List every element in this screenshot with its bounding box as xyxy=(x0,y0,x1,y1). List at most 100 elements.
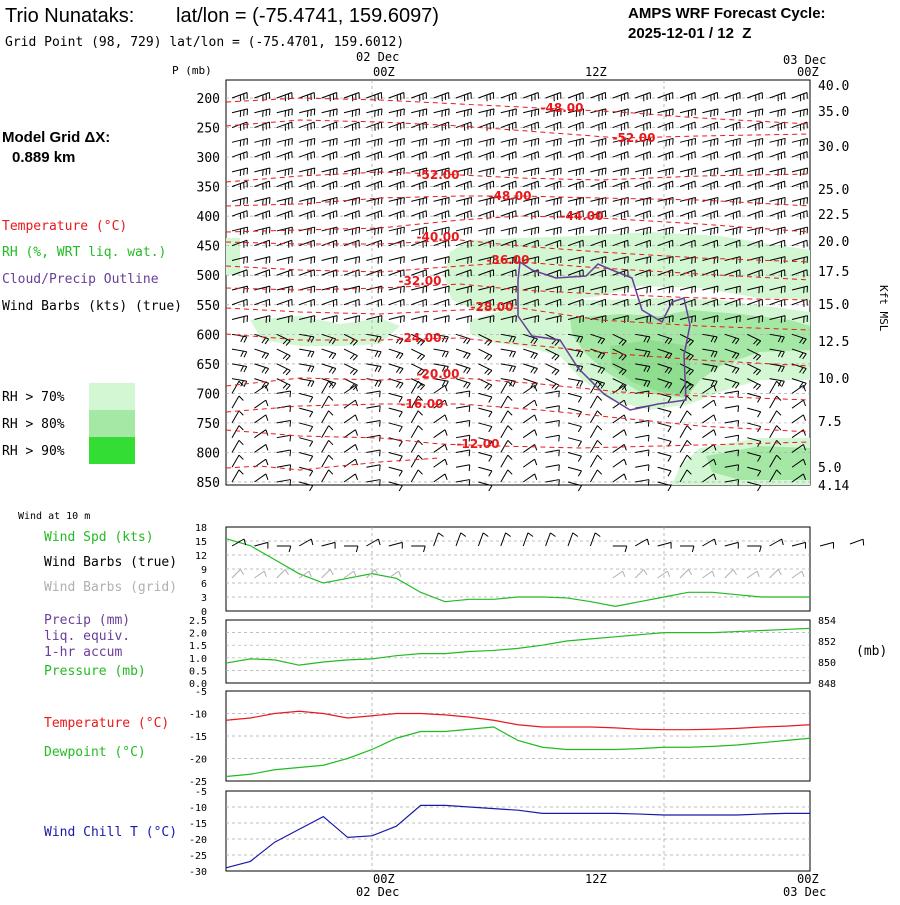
upper-wind-barb xyxy=(522,399,538,409)
upper-wind-barb xyxy=(433,226,450,236)
height-tick-label: 22.5 xyxy=(818,208,849,223)
upper-wind-barb xyxy=(388,363,404,374)
upper-wind-barb xyxy=(254,121,271,131)
upper-wind-barb xyxy=(635,151,651,161)
upper-wind-barb xyxy=(254,210,271,220)
temp-contour-0 xyxy=(225,97,811,125)
upper-wind-barb xyxy=(769,315,786,323)
windchill-panel-frame xyxy=(225,790,811,872)
upper-wind-barb xyxy=(746,363,762,376)
upper-wind-barb xyxy=(612,414,627,424)
precip-panel-tick-label: 2.5 xyxy=(189,616,207,627)
windchill-panel-tick-label: -30 xyxy=(189,867,207,878)
upper-wind-barb xyxy=(590,315,607,323)
upper-wind-barb xyxy=(299,137,316,147)
precip-panel-tick-label: 1.5 xyxy=(189,641,207,652)
cloud-outline xyxy=(517,260,691,411)
legend-temperature: Temperature (°C) xyxy=(2,219,127,234)
upper-wind-barb xyxy=(590,226,607,236)
upper-wind-barb xyxy=(343,363,358,376)
upper-wind-barb xyxy=(679,410,692,424)
upper-wind-barb xyxy=(433,210,450,220)
temp-contour-7 xyxy=(225,283,811,301)
upper-wind-barb xyxy=(635,419,650,427)
upper-wind-barb xyxy=(276,434,292,442)
upper-wind-barb xyxy=(254,363,270,374)
upper-wind-barb xyxy=(254,197,271,206)
upper-wind-barb xyxy=(410,410,423,424)
legend-rh80: RH > 80% xyxy=(2,417,65,432)
upper-wind-barb xyxy=(366,464,381,472)
upper-wind-barbs xyxy=(231,92,809,492)
upper-wind-barb xyxy=(612,180,629,190)
upper-wind-barb xyxy=(657,108,674,117)
upper-wind-barb xyxy=(321,167,338,176)
upper-wind-barb xyxy=(724,298,741,307)
upper-wind-barb xyxy=(769,363,785,373)
upper-wind-barb xyxy=(545,180,562,190)
upper-wind-barb xyxy=(747,407,762,418)
upper-wind-barb xyxy=(590,256,607,264)
upper-wind-barb xyxy=(276,92,293,102)
upper-wind-barb xyxy=(299,151,315,161)
swatch-rh70 xyxy=(89,383,135,410)
sfc-wind-barb-grid xyxy=(366,569,379,579)
upper-wind-barb xyxy=(254,473,269,483)
upper-wind-barb xyxy=(433,151,450,161)
sfc-wind-barb-grid xyxy=(769,569,782,579)
precip-label: Precip (mm) xyxy=(44,613,130,628)
upper-wind-barb xyxy=(500,439,513,453)
upper-wind-barb xyxy=(433,108,450,117)
upper-wind-barb xyxy=(724,419,740,427)
upper-wind-barb xyxy=(254,269,271,278)
time-top-00z-b: 00Z xyxy=(797,65,819,79)
sfc-wind-barb-grid xyxy=(657,570,671,579)
upper-wind-barb xyxy=(321,180,338,190)
upper-wind-barb xyxy=(791,226,809,236)
upper-wind-barb xyxy=(254,167,271,176)
upper-panel: P (mb) Kft MSL 200 250 300 350 400 450 500 550 6… xyxy=(172,64,890,494)
upper-wind-barb xyxy=(702,458,717,468)
upper-wind-barb xyxy=(769,121,786,131)
upper-wind-barb xyxy=(567,180,584,190)
wind-true-label: Wind Barbs (true) xyxy=(44,555,177,570)
upper-wind-barb xyxy=(321,298,338,307)
upper-wind-barb xyxy=(343,384,359,394)
temperature-line xyxy=(225,710,811,731)
upper-wind-barb xyxy=(343,399,359,409)
upper-wind-barb xyxy=(388,92,405,102)
upper-wind-barb xyxy=(522,414,538,424)
upper-wind-barb xyxy=(612,108,629,117)
upper-ylabel: P (mb) xyxy=(172,64,212,77)
upper-wind-barb xyxy=(590,151,607,161)
pressure-right-tick: 848 xyxy=(818,679,836,690)
upper-wind-barb xyxy=(343,167,361,176)
date-top-right: 03 Dec xyxy=(783,53,826,67)
model-grid-value: 0.889 km xyxy=(12,149,75,166)
upper-wind-barb xyxy=(567,466,582,477)
sfc-wind-barb-grid xyxy=(702,570,715,579)
upper-wind-barb xyxy=(702,92,719,102)
upper-wind-barb xyxy=(769,151,786,161)
swatch-rh90 xyxy=(89,437,135,464)
upper-wind-barb xyxy=(612,92,629,102)
temp-contour-12 xyxy=(225,429,811,449)
upper-wind-barb xyxy=(635,315,652,323)
upper-wind-barb xyxy=(478,256,495,264)
sfc-wind-barb xyxy=(455,532,467,547)
sfc-wind-barb-grid xyxy=(746,570,760,579)
upper-wind-barb xyxy=(455,464,471,472)
upper-wind-barb xyxy=(612,399,627,409)
upper-wind-barb xyxy=(366,405,381,412)
upper-wind-barb xyxy=(455,348,471,360)
upper-wind-barb xyxy=(366,121,383,131)
upper-wind-barb xyxy=(299,256,316,264)
upper-wind-barb xyxy=(500,315,517,323)
upper-wind-barb xyxy=(567,392,582,403)
temperature-labels: -48.00 -52.00 -52.00 -48.00 -44.00 -40.00 -36.… xyxy=(399,101,656,451)
upper-wind-barb xyxy=(702,167,719,176)
upper-wind-barb xyxy=(567,451,582,462)
upper-wind-barb xyxy=(724,239,741,248)
upper-wind-barb xyxy=(500,425,513,438)
upper-wind-barb xyxy=(455,180,472,190)
